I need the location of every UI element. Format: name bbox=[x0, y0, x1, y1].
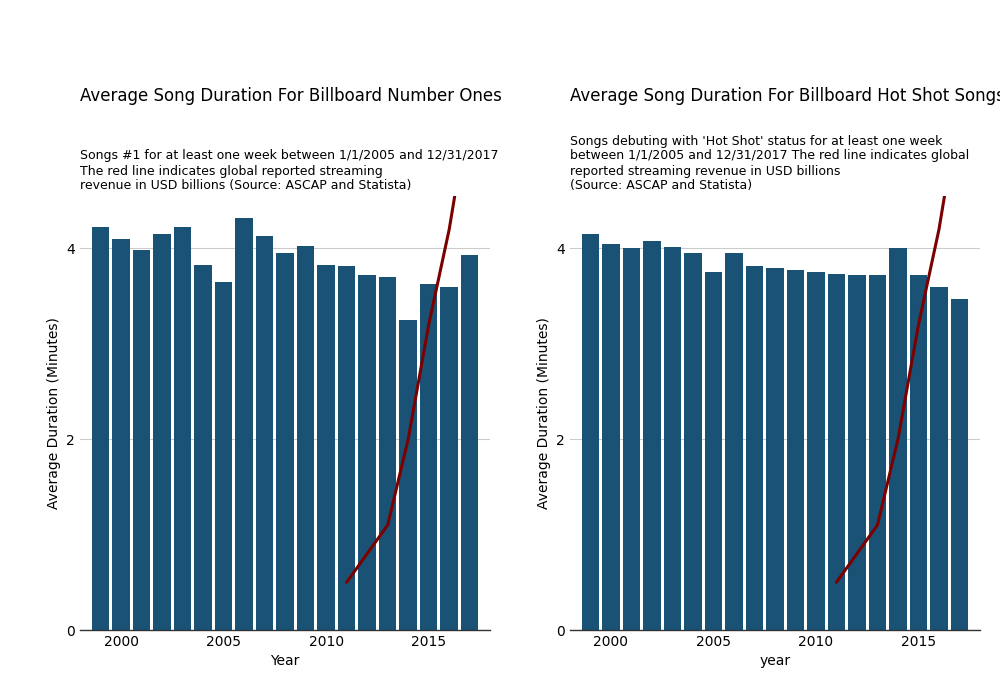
Bar bbox=[787, 270, 804, 630]
Bar bbox=[235, 218, 253, 630]
X-axis label: Year: Year bbox=[270, 654, 300, 668]
Bar bbox=[338, 265, 355, 630]
Bar bbox=[684, 253, 702, 630]
Bar bbox=[399, 320, 417, 630]
Bar bbox=[440, 286, 458, 630]
Bar bbox=[153, 234, 171, 630]
Bar bbox=[194, 265, 212, 630]
Text: Songs debuting with 'Hot Shot' status for at least one week
between 1/1/2005 and: Songs debuting with 'Hot Shot' status fo… bbox=[570, 134, 969, 193]
Bar bbox=[828, 274, 845, 630]
Bar bbox=[623, 248, 640, 630]
Bar bbox=[746, 265, 763, 630]
Bar bbox=[848, 275, 866, 630]
Bar bbox=[930, 286, 948, 630]
Bar bbox=[643, 241, 661, 630]
Bar bbox=[317, 265, 335, 630]
Bar bbox=[910, 275, 927, 630]
Bar bbox=[133, 251, 150, 630]
Text: Average Song Duration For Billboard Hot Shot Songs: Average Song Duration For Billboard Hot … bbox=[570, 87, 1000, 105]
Bar bbox=[869, 275, 886, 630]
Bar bbox=[725, 253, 743, 630]
Bar bbox=[276, 253, 294, 630]
Bar bbox=[379, 277, 396, 630]
Bar bbox=[602, 244, 620, 630]
Bar bbox=[297, 246, 314, 630]
Bar bbox=[256, 236, 273, 630]
Bar bbox=[174, 227, 191, 630]
X-axis label: year: year bbox=[759, 654, 790, 668]
Bar bbox=[358, 275, 376, 630]
Bar bbox=[664, 246, 681, 630]
Text: Average Song Duration For Billboard Number Ones: Average Song Duration For Billboard Numb… bbox=[80, 87, 502, 105]
Bar bbox=[766, 267, 784, 630]
Bar bbox=[582, 234, 599, 630]
Y-axis label: Average Duration (Minutes): Average Duration (Minutes) bbox=[537, 317, 551, 509]
Bar bbox=[420, 284, 437, 630]
Bar bbox=[461, 255, 478, 630]
Bar bbox=[951, 299, 968, 630]
Bar bbox=[92, 228, 109, 630]
Bar bbox=[215, 282, 232, 630]
Bar bbox=[807, 272, 825, 630]
Text: Songs #1 for at least one week between 1/1/2005 and 12/31/2017
The red line indi: Songs #1 for at least one week between 1… bbox=[80, 150, 498, 192]
Y-axis label: Average Duration (Minutes): Average Duration (Minutes) bbox=[47, 317, 61, 509]
Bar bbox=[112, 239, 130, 630]
Bar bbox=[705, 272, 722, 630]
Bar bbox=[889, 248, 907, 630]
